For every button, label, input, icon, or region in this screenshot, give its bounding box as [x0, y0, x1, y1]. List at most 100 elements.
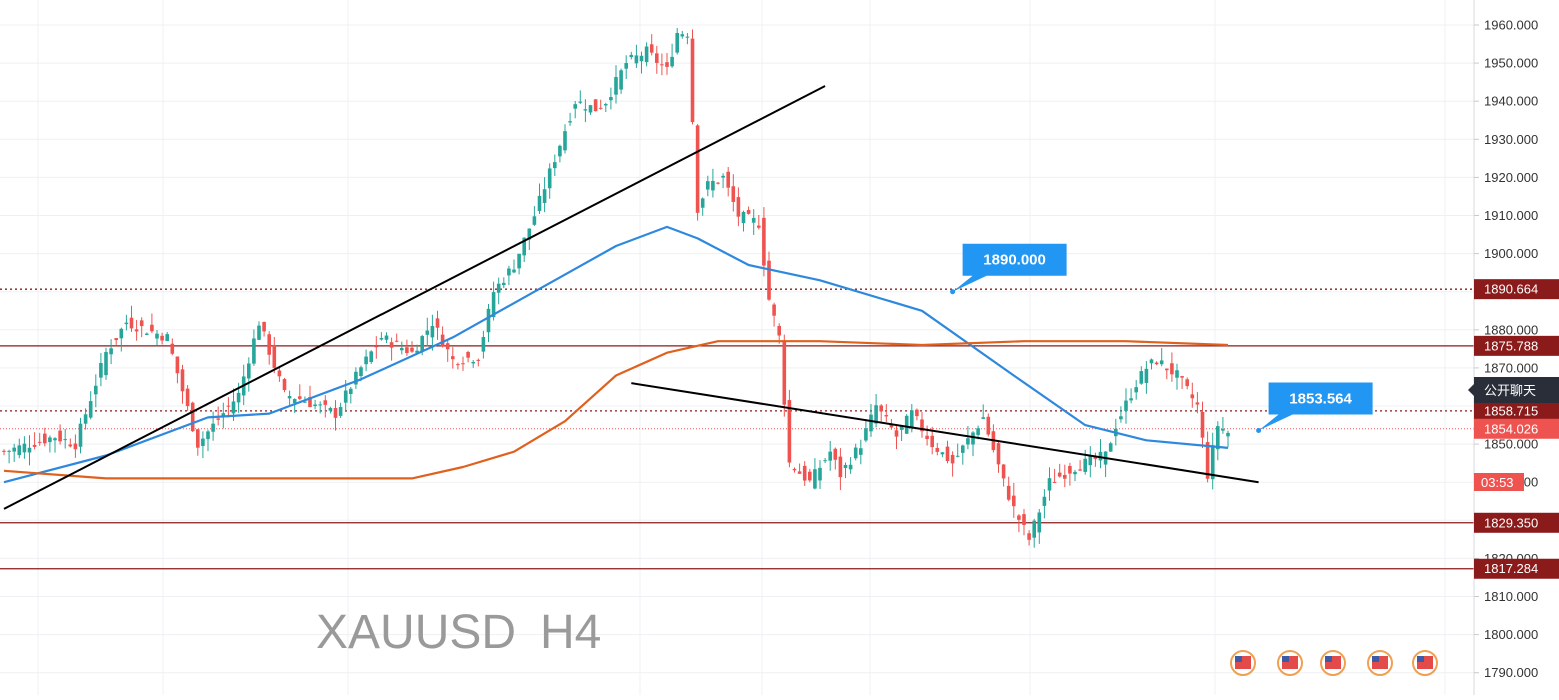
candle [1001, 464, 1006, 487]
candle [1063, 464, 1067, 488]
event-flag-icon[interactable] [1412, 650, 1438, 676]
candle [160, 332, 164, 345]
candle [1068, 462, 1072, 486]
candle [808, 468, 812, 483]
trendline[interactable] [3, 85, 826, 510]
chat-tab-label[interactable]: 公开聊天 [1484, 383, 1536, 398]
candle-body [267, 334, 271, 355]
candle [568, 112, 572, 126]
chat-tab-notch [1468, 384, 1474, 396]
horizontal-levels [0, 288, 1474, 570]
price-callout-label: 1853.564 [1289, 391, 1352, 408]
candle [955, 443, 960, 458]
candle [757, 214, 761, 230]
candle-body [792, 468, 797, 471]
candle [782, 334, 787, 417]
candle [257, 321, 261, 341]
candle [22, 436, 27, 459]
symbol-label: XAUUSD [316, 606, 516, 659]
candle-body [374, 346, 379, 348]
chat-tab-background[interactable] [1474, 377, 1559, 403]
candle [150, 313, 154, 334]
candle [1083, 449, 1087, 475]
candle-body [955, 455, 960, 457]
candle-body [721, 175, 725, 178]
candle-body [1175, 370, 1179, 378]
candle [185, 385, 190, 411]
event-flag-icon[interactable] [1277, 650, 1303, 676]
candle [1017, 514, 1021, 533]
candle-body [986, 416, 991, 435]
candle [899, 425, 904, 442]
price-callout: 1890.000 [950, 243, 1067, 295]
candle-body [655, 53, 659, 63]
candle-body [695, 125, 700, 213]
level-price-badge [1474, 279, 1559, 300]
candle-body [216, 418, 220, 420]
candle-body [486, 308, 491, 333]
event-flag-icon[interactable] [1230, 650, 1256, 676]
candle [787, 389, 792, 468]
candle-body [83, 414, 88, 424]
candle [32, 432, 37, 450]
trendline[interactable] [631, 382, 1259, 484]
candle-body [1216, 426, 1220, 450]
candle [7, 449, 11, 464]
candle [349, 386, 353, 404]
candle [706, 175, 710, 197]
candle [1149, 358, 1154, 370]
candle [996, 441, 1001, 473]
candle-body [1047, 478, 1052, 491]
candle [894, 423, 899, 450]
countdown-background [1474, 473, 1524, 491]
axis-tick-label: 1850.000 [1484, 437, 1538, 452]
symbol-watermark: XAUUSD H4 [316, 606, 601, 659]
candle [573, 100, 577, 119]
axis-tick-label: 1790.000 [1484, 665, 1538, 680]
candle [772, 302, 776, 327]
candle-body [762, 217, 766, 266]
candle-body [420, 336, 424, 352]
event-flag-icon[interactable] [1320, 650, 1346, 676]
event-flag-canton [1282, 656, 1289, 662]
candle [1154, 361, 1159, 366]
candle-body [1185, 379, 1189, 387]
candle [78, 417, 83, 454]
candle-body [1032, 520, 1036, 538]
candle [751, 209, 756, 235]
timeframe-label: H4 [540, 606, 601, 659]
candle-body [451, 356, 455, 360]
economic-events[interactable] [1230, 650, 1438, 676]
candle [843, 462, 848, 479]
candle-body [221, 413, 226, 417]
candle [486, 304, 491, 343]
candle [364, 349, 368, 372]
candle-body [27, 447, 32, 453]
candle [298, 384, 302, 401]
price-callout-anchor [950, 289, 956, 295]
candle [532, 206, 537, 226]
candle-body [48, 437, 52, 443]
candle-body [165, 334, 169, 342]
candle-body [1098, 451, 1103, 461]
candle-body [573, 104, 577, 109]
candle-body [257, 325, 261, 340]
candle-body [160, 335, 164, 341]
candle-body [522, 237, 526, 256]
candle-body [945, 446, 950, 461]
candle-body [298, 396, 302, 399]
event-flag-icon[interactable] [1367, 650, 1393, 676]
candle-body [262, 321, 266, 332]
candle [828, 440, 832, 471]
candle-body [369, 351, 373, 363]
candle-body [634, 55, 639, 64]
candle-body [920, 419, 924, 432]
public-chat-tab[interactable]: 公开聊天 [1468, 377, 1559, 403]
countdown-label: 03:53 [1481, 475, 1514, 490]
trendlines[interactable] [3, 85, 1259, 510]
candle [252, 329, 256, 366]
candle [593, 99, 598, 112]
candle [119, 327, 124, 352]
